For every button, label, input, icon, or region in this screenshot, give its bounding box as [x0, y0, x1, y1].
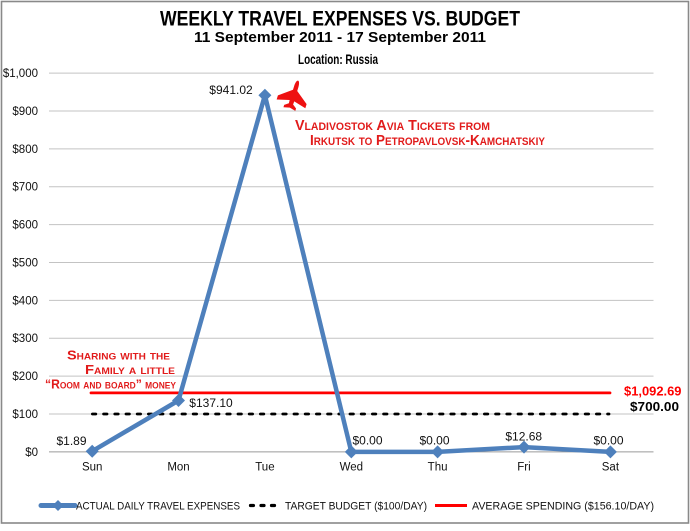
svg-text:$941.02: $941.02: [209, 83, 253, 97]
svg-text:$300: $300: [12, 333, 38, 345]
svg-text:$0: $0: [25, 447, 38, 459]
svg-text:Sharing with the: Sharing with the: [67, 348, 170, 363]
svg-text:“Room and board” money: “Room and board” money: [45, 377, 176, 392]
svg-text:$200: $200: [12, 371, 38, 383]
svg-text:ACTUAL DAILY TRAVEL EXPENSES: ACTUAL DAILY TRAVEL EXPENSES: [76, 501, 240, 513]
svg-text:Sat: Sat: [602, 462, 620, 474]
svg-text:Family a little: Family a little: [85, 362, 175, 377]
svg-text:Wed: Wed: [340, 462, 363, 474]
svg-text:Irkutsk to Petropavlovsk-Kamch: Irkutsk to Petropavlovsk-Kamchatskiy: [310, 132, 546, 149]
svg-text:11 September 2011 - 17 Septemb: 11 September 2011 - 17 September 2011: [194, 30, 486, 46]
svg-text:WEEKLY TRAVEL EXPENSES VS. BUD: WEEKLY TRAVEL EXPENSES VS. BUDGET: [160, 7, 520, 31]
svg-text:$900: $900: [12, 106, 38, 118]
svg-text:$1.89: $1.89: [56, 434, 86, 448]
svg-text:$800: $800: [12, 144, 38, 156]
svg-text:Mon: Mon: [167, 462, 189, 474]
svg-text:Fri: Fri: [517, 462, 530, 474]
svg-text:$100: $100: [12, 409, 38, 421]
svg-text:AVERAGE SPENDING ($156.10/DAY): AVERAGE SPENDING ($156.10/DAY): [472, 501, 654, 513]
svg-text:$0.00: $0.00: [593, 433, 623, 447]
svg-text:$600: $600: [12, 220, 38, 232]
svg-text:$500: $500: [12, 257, 38, 269]
svg-text:$0.00: $0.00: [352, 433, 382, 447]
svg-text:$12.68: $12.68: [505, 429, 542, 443]
svg-text:TARGET BUDGET ($100/DAY): TARGET BUDGET ($100/DAY): [285, 501, 427, 513]
svg-text:Location: Russia: Location: Russia: [298, 51, 378, 67]
svg-text:$1,000: $1,000: [3, 68, 38, 80]
svg-text:$1,092.69: $1,092.69: [624, 385, 682, 399]
svg-text:$700.00: $700.00: [630, 400, 679, 414]
svg-text:$0.00: $0.00: [419, 433, 449, 447]
svg-text:$400: $400: [12, 295, 38, 307]
svg-text:$137.10: $137.10: [189, 396, 233, 410]
svg-text:Tue: Tue: [255, 462, 274, 474]
svg-text:Vladivostok Avia Tickets from: Vladivostok Avia Tickets from: [295, 117, 490, 134]
svg-text:Thu: Thu: [428, 462, 448, 474]
svg-text:$700: $700: [12, 182, 38, 194]
svg-text:Sun: Sun: [82, 462, 102, 474]
